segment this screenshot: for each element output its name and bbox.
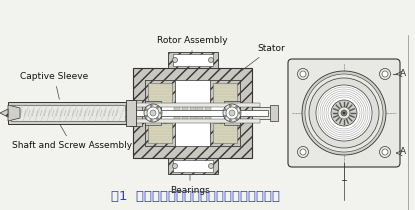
Circle shape bbox=[326, 95, 362, 131]
Circle shape bbox=[173, 58, 178, 63]
Circle shape bbox=[238, 112, 241, 114]
Polygon shape bbox=[0, 109, 8, 117]
Circle shape bbox=[159, 112, 162, 114]
Bar bbox=[133, 68, 252, 158]
Bar bbox=[130, 103, 260, 107]
Text: Rotor Assembly: Rotor Assembly bbox=[157, 36, 227, 65]
Bar bbox=[148, 83, 172, 103]
Circle shape bbox=[156, 118, 159, 120]
Bar bbox=[205, 105, 211, 121]
Bar bbox=[210, 80, 240, 105]
Circle shape bbox=[224, 109, 227, 111]
Circle shape bbox=[298, 68, 308, 80]
Circle shape bbox=[382, 71, 388, 77]
Circle shape bbox=[223, 104, 241, 122]
Text: Stator: Stator bbox=[234, 44, 285, 76]
Circle shape bbox=[320, 89, 368, 137]
Circle shape bbox=[208, 164, 213, 168]
Bar bbox=[213, 83, 237, 103]
Text: Shaft and Screw Assembly: Shaft and Screw Assembly bbox=[12, 118, 132, 150]
Circle shape bbox=[145, 115, 147, 117]
Bar bbox=[8, 110, 268, 116]
Circle shape bbox=[300, 71, 306, 77]
Circle shape bbox=[309, 78, 379, 148]
Circle shape bbox=[338, 107, 350, 119]
Circle shape bbox=[235, 106, 238, 108]
Circle shape bbox=[229, 105, 232, 107]
Bar bbox=[213, 123, 237, 143]
Circle shape bbox=[229, 119, 232, 122]
Circle shape bbox=[147, 107, 159, 119]
Bar bbox=[8, 102, 128, 124]
Circle shape bbox=[379, 68, 391, 80]
Bar bbox=[197, 105, 203, 121]
Text: Bearings: Bearings bbox=[170, 161, 210, 195]
Text: A: A bbox=[400, 147, 406, 156]
Circle shape bbox=[382, 149, 388, 155]
Bar bbox=[145, 80, 175, 105]
Circle shape bbox=[235, 118, 238, 120]
Circle shape bbox=[150, 110, 156, 116]
Circle shape bbox=[173, 164, 178, 168]
Circle shape bbox=[322, 91, 366, 135]
Text: A: A bbox=[400, 68, 406, 77]
Circle shape bbox=[150, 119, 153, 122]
Bar bbox=[168, 158, 218, 174]
Text: 图1  一个典型的固定轴式直线步进电机示意图: 图1 一个典型的固定轴式直线步进电机示意图 bbox=[110, 190, 279, 203]
Circle shape bbox=[156, 106, 159, 108]
Bar bbox=[126, 100, 136, 126]
Circle shape bbox=[145, 109, 147, 111]
Bar bbox=[173, 160, 213, 172]
Circle shape bbox=[305, 74, 383, 152]
Circle shape bbox=[229, 110, 235, 116]
Bar bbox=[173, 54, 213, 66]
Circle shape bbox=[379, 147, 391, 158]
Polygon shape bbox=[8, 105, 20, 121]
Bar bbox=[190, 105, 195, 121]
Text: Captive Sleeve: Captive Sleeve bbox=[20, 72, 88, 99]
Circle shape bbox=[324, 93, 364, 133]
Circle shape bbox=[144, 104, 162, 122]
Circle shape bbox=[208, 58, 213, 63]
Circle shape bbox=[316, 85, 372, 141]
Bar bbox=[148, 123, 172, 143]
Bar bbox=[182, 105, 188, 121]
Bar bbox=[145, 106, 240, 120]
Circle shape bbox=[343, 112, 345, 114]
Bar bbox=[145, 101, 161, 125]
Bar bbox=[252, 107, 274, 119]
Circle shape bbox=[298, 147, 308, 158]
Circle shape bbox=[226, 107, 238, 119]
Circle shape bbox=[150, 105, 153, 107]
Circle shape bbox=[328, 97, 360, 129]
Bar bbox=[130, 100, 142, 126]
Bar bbox=[270, 105, 278, 121]
FancyBboxPatch shape bbox=[288, 59, 400, 167]
Bar bbox=[210, 121, 240, 146]
Bar bbox=[130, 119, 260, 123]
Bar bbox=[174, 105, 180, 121]
Circle shape bbox=[318, 87, 370, 139]
Bar bbox=[168, 52, 218, 68]
Bar bbox=[145, 121, 175, 146]
Circle shape bbox=[302, 71, 386, 155]
Circle shape bbox=[331, 100, 357, 126]
Circle shape bbox=[300, 149, 306, 155]
Bar bbox=[145, 80, 240, 146]
Bar bbox=[11, 105, 125, 121]
Circle shape bbox=[341, 110, 347, 116]
Bar bbox=[224, 101, 240, 125]
Circle shape bbox=[224, 115, 227, 117]
